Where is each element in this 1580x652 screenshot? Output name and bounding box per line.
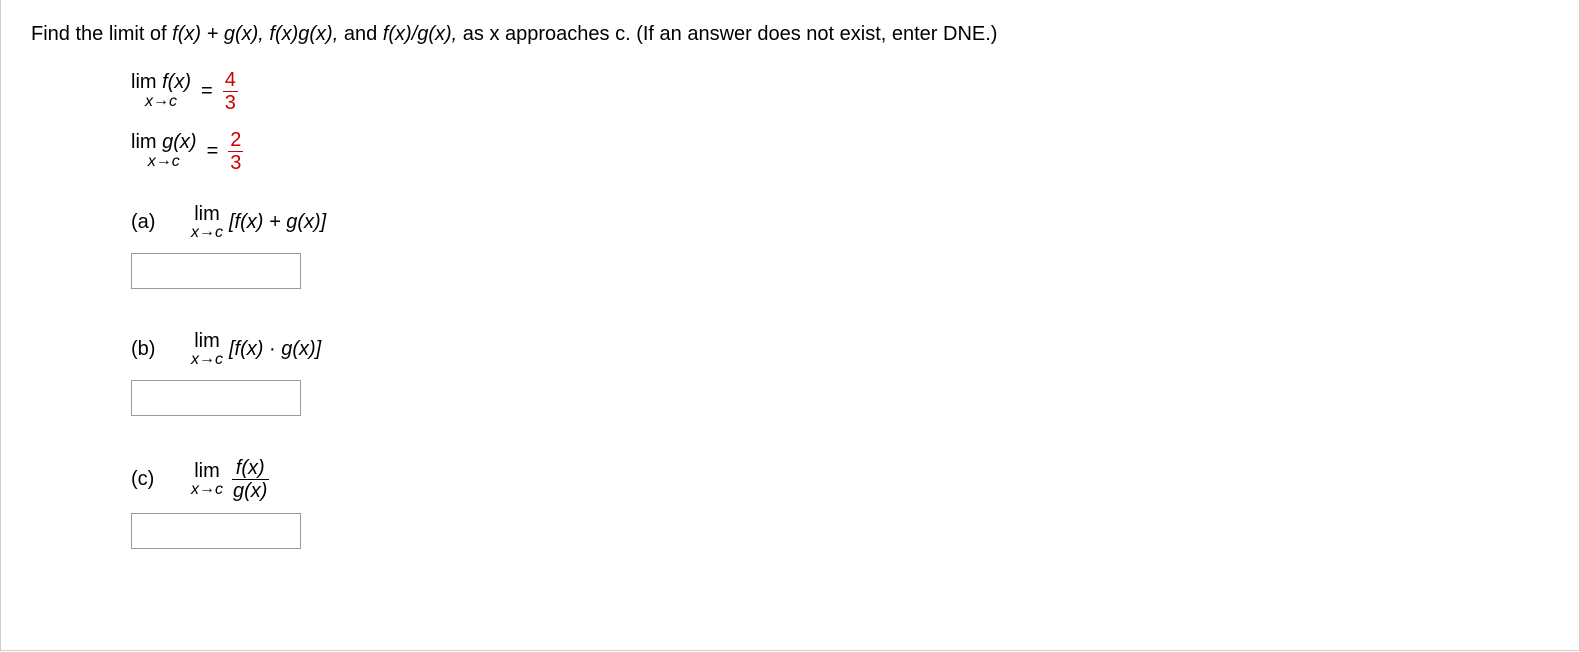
limit-f-value: 4 3 [223, 70, 238, 113]
part-a-of: [f(x) + g(x)] [229, 211, 326, 234]
part-c-den: g(x) [229, 480, 271, 501]
limit-f-num: 4 [223, 70, 238, 91]
part-b-row: (b) lim x→c [f(x) · g(x)] [131, 331, 1549, 368]
part-b-lim-label: lim [194, 331, 220, 351]
limit-f-sub-target: c [169, 93, 177, 110]
part-c-sub-target: c [215, 481, 223, 498]
part-b-lim: lim x→c [191, 331, 223, 368]
question-prompt: Find the limit of f(x) + g(x), f(x)g(x),… [31, 20, 1549, 48]
limit-f-of: f(x) [162, 71, 191, 93]
prompt-text-before: Find the limit of [31, 23, 172, 45]
part-c-expr: lim x→c f(x) g(x) [191, 458, 271, 501]
limit-g-num: 2 [228, 130, 243, 151]
limit-f-operator: lim f(x) x→c [131, 72, 191, 110]
part-b-input[interactable] [131, 380, 301, 416]
limit-g-eq: = [207, 140, 219, 163]
part-c-num: f(x) [232, 458, 269, 480]
part-b-label: (b) [131, 338, 191, 361]
limit-f-den: 3 [223, 91, 238, 113]
question-container: Find the limit of f(x) + g(x), f(x)g(x),… [0, 0, 1580, 651]
part-c-label: (c) [131, 468, 191, 491]
part-b-sub-target: c [215, 351, 223, 368]
limit-g-row: lim g(x) x→c = 2 3 [131, 126, 1549, 176]
part-a-row: (a) lim x→c [f(x) + g(x)] [131, 204, 1549, 241]
part-a-lim-label: lim [194, 204, 220, 224]
limit-g-den: 3 [228, 151, 243, 173]
part-a: (a) lim x→c [f(x) + g(x)] [131, 204, 1549, 321]
part-b: (b) lim x→c [f(x) · g(x)] [131, 331, 1549, 448]
given-limits: lim f(x) x→c = 4 3 lim g(x) x→c = 2 3 [131, 66, 1549, 176]
part-c-lim: lim x→c [191, 461, 223, 498]
limit-f-sub-var: x [145, 93, 153, 110]
limit-g-of: g(x) [162, 131, 196, 153]
prompt-text-mid: and [338, 23, 382, 45]
limit-g-lim: lim [131, 131, 157, 153]
part-c-sub-var: x [191, 481, 199, 498]
part-c-sub-arrow: → [199, 480, 215, 497]
part-c-quotient: f(x) g(x) [229, 458, 271, 501]
part-c-input[interactable] [131, 513, 301, 549]
limit-g-sub-target: c [172, 153, 180, 170]
limit-f-eq: = [201, 80, 213, 103]
part-b-of: [f(x) · g(x)] [229, 338, 321, 361]
limit-f-sub-arrow: → [153, 92, 169, 109]
part-b-sub-var: x [191, 351, 199, 368]
limit-f-lim: lim [131, 71, 157, 93]
part-b-expr: lim x→c [f(x) · g(x)] [191, 331, 321, 368]
part-a-sub-arrow: → [199, 223, 215, 240]
part-a-sub-var: x [191, 224, 199, 241]
limit-g-value: 2 3 [228, 130, 243, 173]
prompt-expr-1: f(x) + g(x), f(x)g(x), [172, 23, 338, 45]
part-a-input[interactable] [131, 253, 301, 289]
part-a-sub-target: c [215, 224, 223, 241]
limit-g-sub-var: x [148, 153, 156, 170]
limit-g-sub-arrow: → [156, 152, 172, 169]
part-c-row: (c) lim x→c f(x) g(x) [131, 458, 1549, 501]
part-a-expr: lim x→c [f(x) + g(x)] [191, 204, 326, 241]
part-c: (c) lim x→c f(x) g(x) [131, 458, 1549, 581]
part-a-label: (a) [131, 211, 191, 234]
prompt-expr-2: f(x)/g(x), [383, 23, 457, 45]
limit-f-row: lim f(x) x→c = 4 3 [131, 66, 1549, 116]
part-c-lim-label: lim [194, 461, 220, 481]
part-b-sub-arrow: → [199, 350, 215, 367]
part-a-lim: lim x→c [191, 204, 223, 241]
prompt-text-after: as x approaches c. (If an answer does no… [457, 23, 997, 45]
limit-g-operator: lim g(x) x→c [131, 132, 197, 170]
